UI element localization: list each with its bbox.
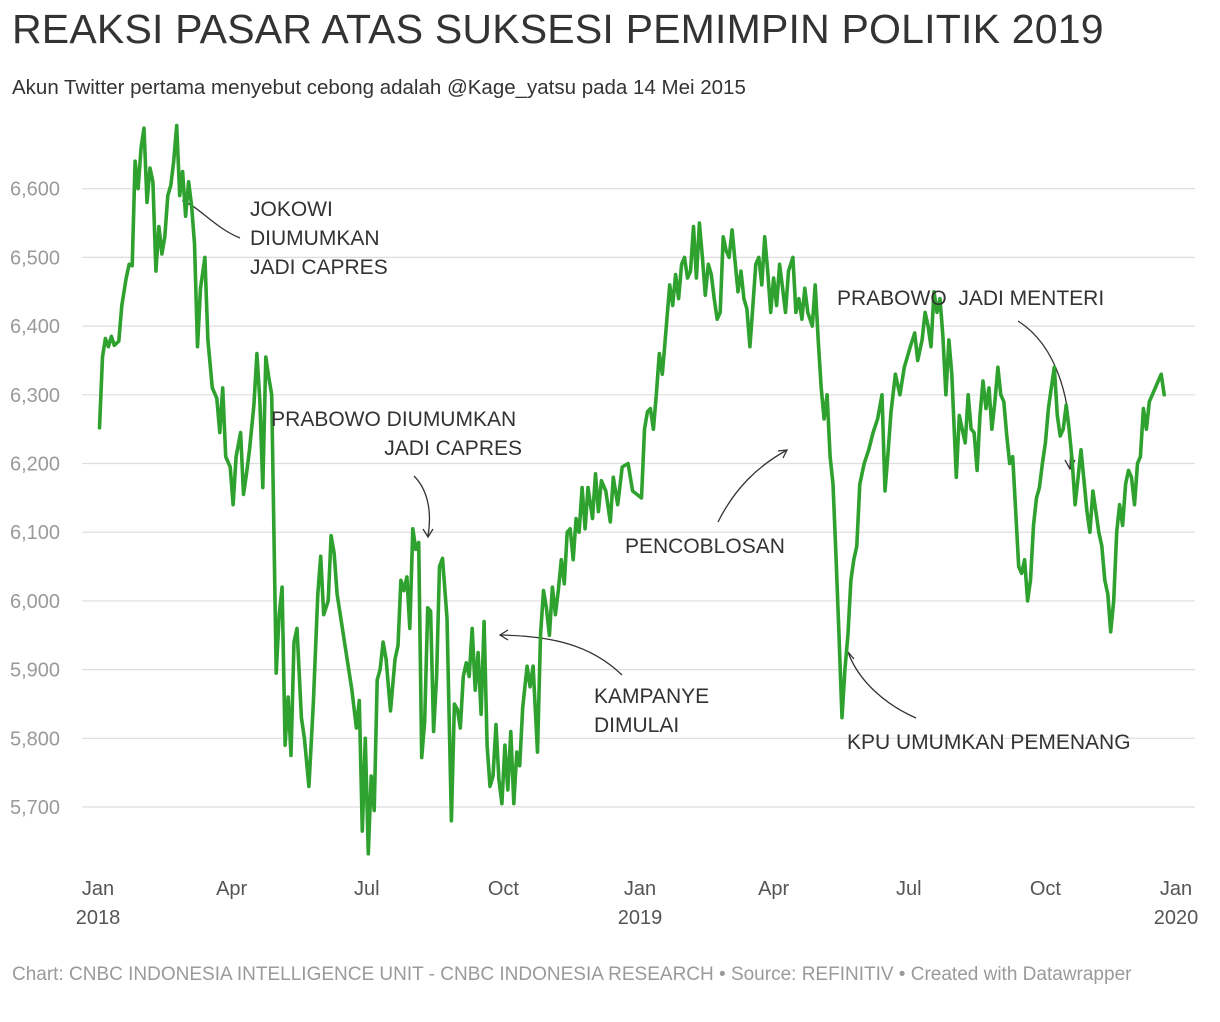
arrow-prabowo-capres-head bbox=[422, 528, 434, 539]
annotation-prabowo-capres-line-2: JADI CAPRES bbox=[384, 437, 522, 460]
annotation-kpu-line-1: KPU UMUMKAN PEMENANG bbox=[847, 731, 1131, 754]
y-tick-label: 6,400 bbox=[10, 316, 60, 338]
y-axis-ticks: 5,700 5,800 5,900 6,000 6,100 6,200 6,300 6,400… bbox=[10, 179, 60, 819]
y-tick-label: 6,100 bbox=[10, 522, 60, 544]
annotation-prabowo-menteri-line-1: PRABOWO JADI MENTERI bbox=[837, 287, 1104, 310]
arrow-pencoblosan-head bbox=[777, 449, 789, 459]
annotation-jokowi-line-1: JOKOWI bbox=[250, 198, 333, 221]
annotation-prabowo-capres: PRABOWO DIUMUMKAN JADI CAPRES bbox=[271, 408, 522, 460]
annotation-kampanye-line-1: KAMPANYE bbox=[594, 685, 709, 708]
x-tick-label: Oct bbox=[488, 878, 520, 900]
x-tick-label: Jan bbox=[624, 878, 656, 900]
annotation-kampanye: KAMPANYE DIMULAI bbox=[594, 685, 715, 737]
chart-subtitle: Akun Twitter pertama menyebut cebong ada… bbox=[12, 76, 746, 99]
annotation-pencoblosan-line-1: PENCOBLOSAN bbox=[625, 535, 785, 558]
annotation-kpu: KPU UMUMKAN PEMENANG bbox=[847, 731, 1131, 754]
x-tick-year-label: 2019 bbox=[618, 907, 663, 929]
annotation-prabowo-menteri: PRABOWO JADI MENTERI bbox=[837, 287, 1133, 310]
y-tick-label: 5,700 bbox=[10, 797, 60, 819]
annotation-arrows bbox=[181, 195, 1076, 719]
y-tick-label: 6,300 bbox=[10, 385, 60, 407]
x-tick-label: Apr bbox=[216, 878, 247, 900]
x-tick-label: Jul bbox=[896, 878, 922, 900]
chart-footer: Chart: CNBC INDONESIA INTELLIGENCE UNIT … bbox=[12, 964, 1132, 985]
y-tick-label: 6,600 bbox=[10, 179, 60, 201]
x-tick-label: Oct bbox=[1030, 878, 1062, 900]
gridlines bbox=[82, 188, 1195, 808]
y-tick-label: 6,200 bbox=[10, 454, 60, 476]
annotation-pencoblosan: PENCOBLOSAN bbox=[625, 535, 785, 558]
y-tick-label: 5,900 bbox=[10, 660, 60, 682]
chart-title: REAKSI PASAR ATAS SUKSESI PEMIMPIN POLIT… bbox=[12, 6, 1104, 52]
arrow-kpu bbox=[847, 651, 917, 719]
annotation-jokowi: JOKOWI DIUMUMKAN JADI CAPRES bbox=[250, 198, 388, 279]
annotation-jokowi-line-2: DIUMUMKAN bbox=[250, 227, 380, 250]
annotation-prabowo-capres-line-1: PRABOWO DIUMUMKAN bbox=[271, 408, 516, 431]
arrow-pencoblosan bbox=[717, 449, 788, 523]
annotation-kampanye-line-2: DIMULAI bbox=[594, 714, 679, 737]
y-tick-label: 6,000 bbox=[10, 591, 60, 613]
arrow-prabowo-capres bbox=[413, 475, 431, 537]
x-tick-label: Jan bbox=[1160, 878, 1192, 900]
x-tick-year-label: 2020 bbox=[1154, 907, 1199, 929]
x-tick-label: Apr bbox=[758, 878, 789, 900]
series-line bbox=[97, 123, 1166, 856]
arrow-kampanye bbox=[499, 634, 623, 676]
arrow-kampanye-head bbox=[498, 629, 509, 641]
y-tick-label: 5,800 bbox=[10, 728, 60, 750]
annotations: JOKOWI DIUMUMKAN JADI CAPRES PRABOWO DIU… bbox=[250, 198, 1133, 754]
annotation-jokowi-line-3: JADI CAPRES bbox=[250, 256, 388, 279]
x-tick-label: Jul bbox=[354, 878, 380, 900]
x-axis-ticks: Jan 2018 Apr Jul Oct Jan 2019 Apr Jul Oct Jan 2020 bbox=[76, 878, 1199, 929]
x-tick-label: Jan bbox=[82, 878, 114, 900]
y-tick-label: 6,500 bbox=[10, 247, 60, 269]
x-tick-year-label: 2018 bbox=[76, 907, 121, 929]
